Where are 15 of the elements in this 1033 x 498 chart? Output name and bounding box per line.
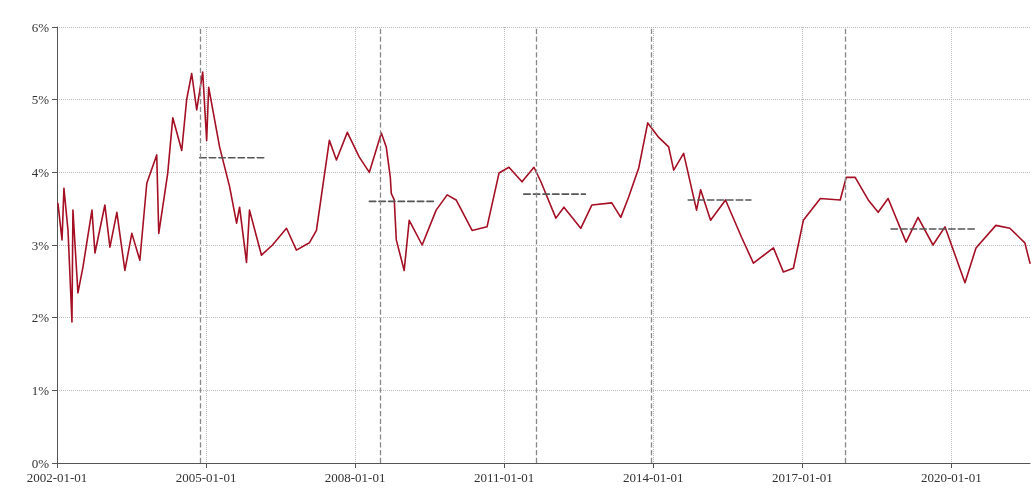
- line-series: [57, 71, 1031, 323]
- x-tick-label: 2011-01-01: [474, 470, 535, 485]
- y-tick-label: 3%: [31, 237, 50, 253]
- y-tick-label: 1%: [31, 382, 50, 398]
- y-tick-label: 4%: [31, 164, 50, 180]
- x-tick-label: 2008-01-01: [324, 470, 386, 485]
- x-tick-label: 2005-01-01: [175, 470, 237, 485]
- y-tick-label: 6%: [31, 19, 50, 35]
- y-tick-label: 2%: [31, 310, 50, 326]
- x-tick-label: 2020-01-01: [921, 470, 982, 485]
- y-tick-label: 0%: [31, 455, 50, 471]
- y-tick-label: 5%: [31, 92, 50, 108]
- x-tick-label: 2017-01-01: [772, 470, 833, 485]
- x-tick-label: 2002-01-01: [26, 470, 88, 485]
- x-tick-label: 2014-01-01: [622, 470, 684, 485]
